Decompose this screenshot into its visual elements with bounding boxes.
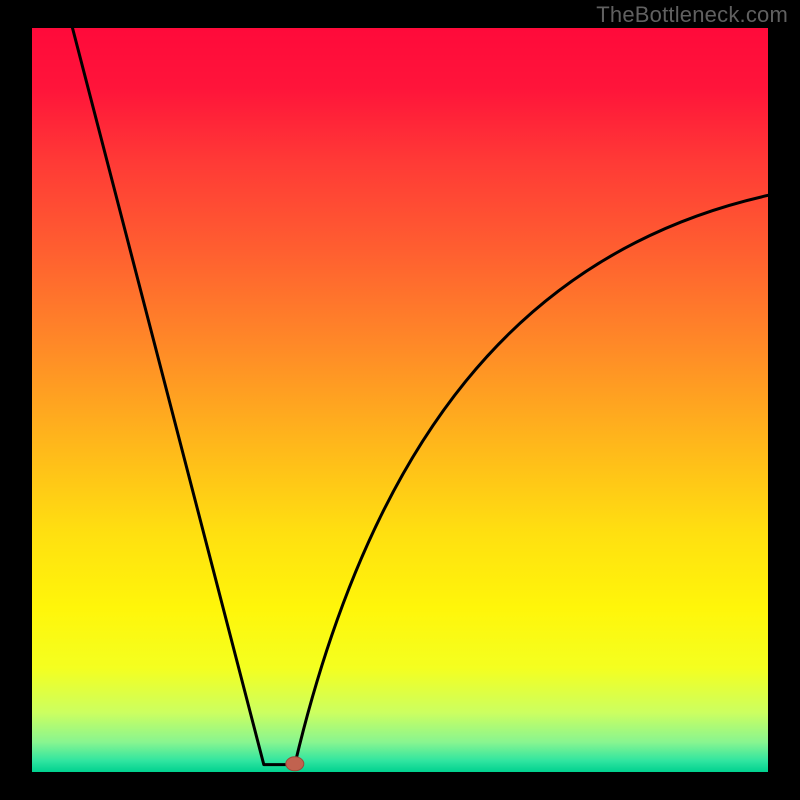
bottleneck-chart <box>0 0 800 800</box>
chart-container: TheBottleneck.com <box>0 0 800 800</box>
chart-plot-area <box>32 28 768 772</box>
watermark-text: TheBottleneck.com <box>596 2 788 28</box>
bottleneck-marker <box>286 757 304 771</box>
